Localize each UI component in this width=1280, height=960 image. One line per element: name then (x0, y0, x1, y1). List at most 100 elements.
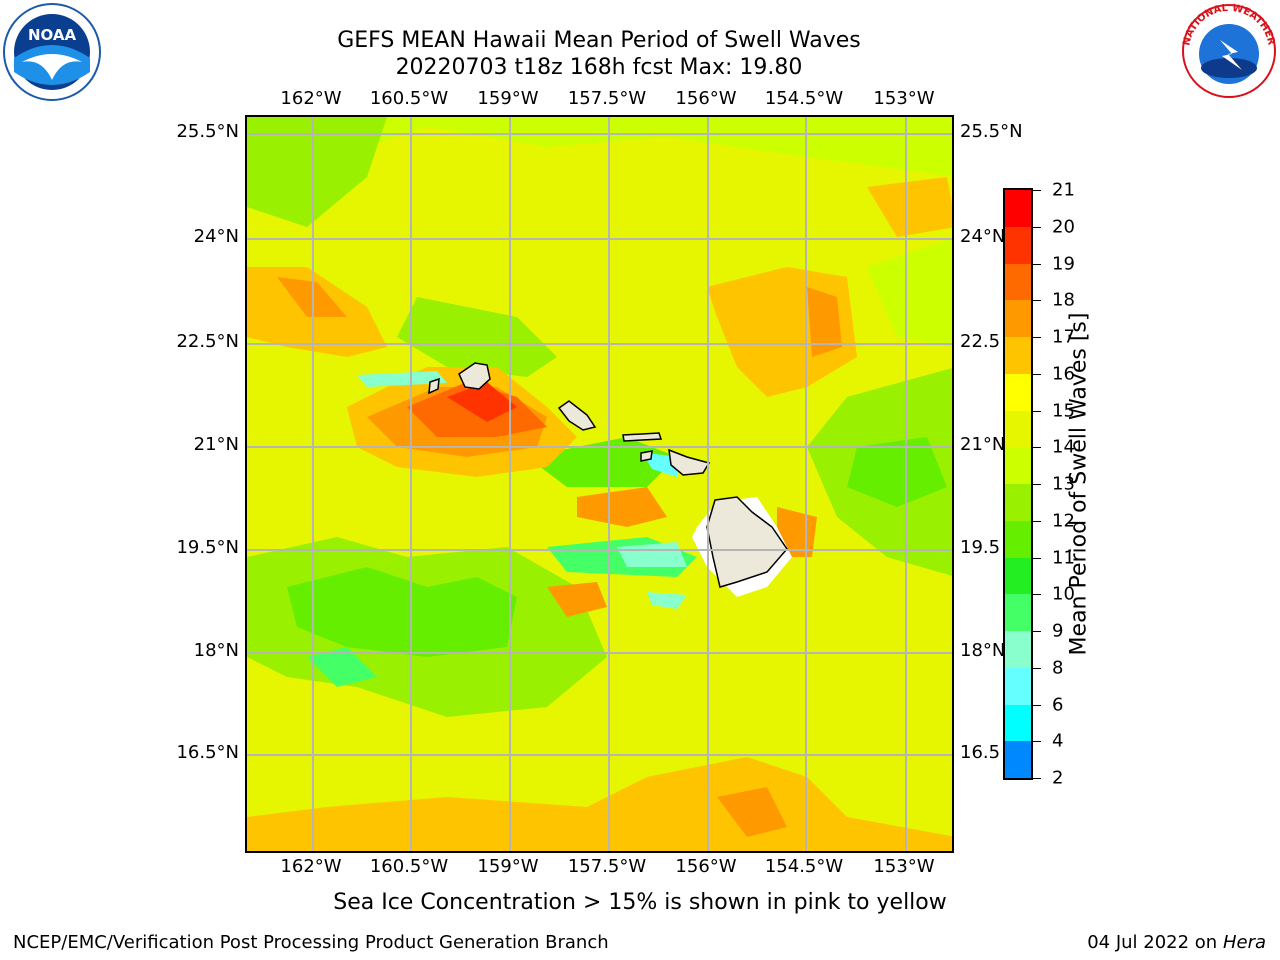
lat-label-left: 25.5°N (176, 121, 239, 142)
lat-label-left: 19.5°N (176, 537, 239, 558)
lon-label-bottom: 157.5°W (567, 856, 647, 877)
colorbar-tick-mark (1033, 778, 1041, 779)
colorbar-tick-mark (1033, 337, 1041, 338)
contour-20-max (447, 382, 517, 422)
colorbar-segment (1005, 300, 1031, 338)
colorbar-segment (1005, 447, 1031, 485)
lon-label-top: 154.5°W (764, 88, 844, 109)
lon-label-top: 159°W (477, 88, 539, 109)
colorbar-segment (1005, 741, 1031, 778)
footer-credit: NCEP/EMC/Verification Post Processing Pr… (13, 932, 609, 953)
lon-label-bottom: 162°W (280, 856, 342, 877)
contour-13-nw (247, 117, 387, 227)
lon-label-top: 160.5°W (369, 88, 449, 109)
lat-label-right: 21°N (960, 434, 1006, 455)
colorbar-tick-label: 13 (1052, 473, 1075, 495)
colorbar-segment (1005, 263, 1031, 301)
contour-18-south-east (717, 787, 787, 837)
colorbar-segment (1005, 594, 1031, 632)
colorbar-segment (1005, 226, 1031, 264)
colorbar-segment (1005, 484, 1031, 522)
contour-10-kauai-west (357, 371, 447, 387)
contour-18-south (547, 582, 607, 617)
lat-label-right: 19.5 (960, 537, 1001, 558)
contour-14-ne (867, 238, 952, 347)
colorbar-tick-label: 17 (1052, 326, 1075, 348)
island-niihau (428, 377, 440, 395)
contour-13-kauai (397, 297, 557, 377)
swell-period-field (247, 117, 952, 851)
lon-label-top: 157.5°W (567, 88, 647, 109)
colorbar-segment (1005, 667, 1031, 705)
contour-12-sw (287, 567, 517, 657)
map-plot-area (245, 115, 954, 853)
colorbar-tick-label: 2 (1052, 767, 1064, 789)
colorbar-tick-mark (1033, 594, 1041, 596)
colorbar-segment (1005, 373, 1031, 411)
lon-label-top: 153°W (873, 88, 935, 109)
contour-12-east (847, 437, 947, 507)
colorbar-tick-label: 9 (1052, 620, 1064, 642)
colorbar-tick-mark (1033, 667, 1041, 669)
colorbar-tick-mark (1033, 631, 1041, 632)
colorbar-tick-mark (1033, 410, 1041, 412)
colorbar-tick-label: 10 (1052, 583, 1075, 605)
colorbar-tick-label: 6 (1052, 694, 1064, 715)
contour-17-ne (867, 177, 952, 237)
contour-18-north (807, 287, 842, 357)
lon-label-bottom: 160.5°W (369, 856, 449, 877)
colorbar-tick-mark (1033, 484, 1041, 485)
lon-label-top: 156°W (675, 88, 737, 109)
lon-label-top: 162°W (280, 88, 342, 109)
lat-label-left: 21°N (193, 434, 239, 455)
colorbar-segment (1005, 704, 1031, 742)
noaa-logo-text: NOAA (28, 26, 77, 44)
island-hawaii (706, 496, 788, 588)
noaa-logo: NOAA (2, 2, 102, 102)
lat-label-right: 25.5°N (960, 121, 1023, 142)
colorbar-tick-label: 11 (1052, 547, 1075, 568)
colorbar-segment (1005, 190, 1031, 228)
lat-label-right: 22.5 (960, 331, 1001, 352)
island-molokai (622, 432, 663, 442)
lon-label-bottom: 153°W (873, 856, 935, 877)
lat-label-right: 16.5 (960, 742, 1001, 763)
colorbar-tick-label: 15 (1052, 400, 1075, 421)
lon-label-bottom: 154.5°W (764, 856, 844, 877)
colorbar-tick-label: 19 (1052, 253, 1075, 274)
hawaiian-islands (428, 362, 788, 588)
colorbar-tick-mark (1033, 263, 1041, 265)
lon-label-bottom: 159°W (477, 856, 539, 877)
lon-label-bottom: 156°W (675, 856, 737, 877)
footer-date-text: 04 Jul 2022 on (1087, 932, 1223, 953)
colorbar-tick-mark (1033, 190, 1041, 191)
island-oahu (557, 400, 597, 431)
footer-host: Hera (1222, 932, 1266, 953)
contour-10-south (647, 592, 687, 609)
colorbar-segment (1005, 410, 1031, 448)
colorbar-segment (1005, 337, 1031, 375)
lat-label-left: 16.5°N (176, 742, 239, 763)
colorbar-segment (1005, 557, 1031, 595)
colorbar-axis-label: Mean Period of Swell Waves [s] (1066, 312, 1092, 656)
colorbar-tick-mark (1033, 300, 1041, 302)
island-maui (668, 448, 711, 476)
colorbar-tick-label: 21 (1052, 179, 1075, 201)
sea-ice-note: Sea Ice Concentration > 15% is shown in … (333, 890, 947, 915)
contour-14-north (247, 117, 952, 177)
colorbar-tick-label: 20 (1052, 216, 1075, 238)
island-kauai (458, 362, 491, 390)
lat-label-left: 22.5°N (176, 331, 239, 352)
colorbar-tick-mark (1033, 704, 1041, 706)
contour-11-sw (307, 647, 377, 687)
colorbar-tick-mark (1033, 557, 1041, 559)
chart-title-line1: GEFS MEAN Hawaii Mean Period of Swell Wa… (337, 28, 861, 53)
nws-logo: NATIONAL WEATHER SERVICE (1176, 0, 1278, 100)
footer-date: 04 Jul 2022 on Hera (1087, 932, 1266, 953)
colorbar-tick-mark (1033, 741, 1041, 743)
colorbar-segment (1005, 520, 1031, 558)
lat-label-left: 18°N (193, 640, 239, 661)
island-lanai (640, 450, 653, 462)
lat-label-right: 18°N (960, 640, 1006, 661)
colorbar-tick-label: 12 (1052, 510, 1075, 532)
